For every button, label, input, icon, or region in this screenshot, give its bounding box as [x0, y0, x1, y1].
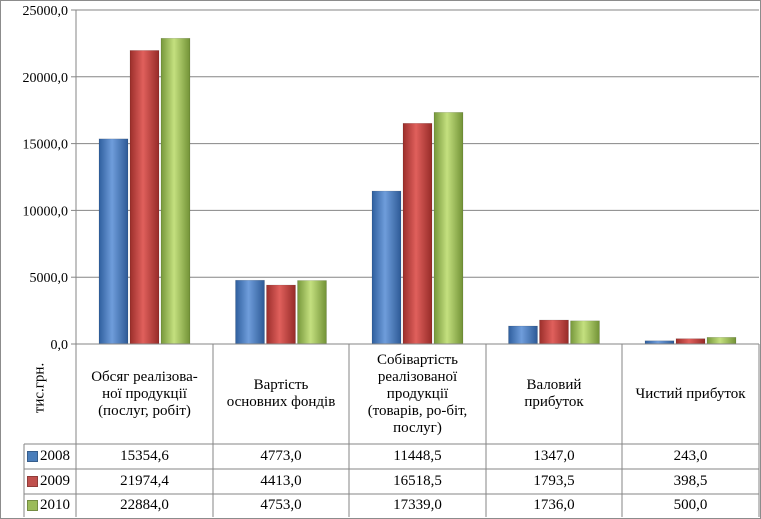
category-label-line: Собівартість: [377, 351, 458, 368]
bar-2008-cat-2: [371, 190, 402, 345]
category-label-line: основних фондів: [226, 394, 336, 410]
category-label-line: прибуток: [524, 394, 584, 410]
category-label-text: Собівартість реалізованої продукції (товарі…: [368, 352, 468, 437]
bar-2009-cat-0: [129, 50, 160, 345]
category-label-line: (послуг, робіт): [98, 402, 191, 419]
legend-label: 2010: [40, 497, 70, 513]
category-label-line: реалізованої: [377, 368, 458, 385]
y-tick-label: 20000,0: [23, 71, 69, 86]
category-label-line: продукції: [386, 385, 449, 402]
y-tick-label: 5000,0: [30, 271, 69, 286]
legend-key-2009: 2009: [27, 469, 70, 494]
data-label: 4753,0: [260, 497, 302, 513]
y-tick-label: 15000,0: [23, 138, 69, 153]
legend-label: 2008: [40, 448, 70, 464]
data-label: 1347,0: [533, 448, 575, 464]
legend-key-2010: 2010: [27, 494, 70, 517]
category-label-line: Чистий прибуток: [635, 385, 746, 402]
category-label-line: Валовий: [526, 377, 582, 393]
legend-swatch: [27, 476, 38, 487]
bar-2009-cat-3: [539, 319, 569, 345]
category-label-text: Чистий прибуток: [635, 386, 745, 403]
category-label: Вартість основних фондів: [213, 344, 349, 444]
data-label: 21974,4: [120, 473, 169, 489]
category-label: Собівартість реалізованої продукції (товарі…: [349, 344, 486, 444]
category-label-line: (товарів, ро-біт,: [367, 402, 468, 419]
bar-2010-cat-3: [570, 320, 600, 345]
data-label: 22884,0: [120, 497, 169, 513]
legend-label: 2009: [40, 473, 70, 489]
data-label: 16518,5: [393, 473, 442, 489]
bar-2010-cat-0: [160, 37, 191, 345]
category-label: Валовий прибуток: [486, 344, 622, 444]
data-label: 243,0: [673, 448, 708, 464]
bar-2009-cat-2: [402, 123, 433, 345]
category-label-line: Вартість: [253, 377, 309, 393]
data-label: 1793,5: [533, 473, 575, 489]
data-label: 1736,0: [533, 497, 575, 513]
bar-2008-cat-3: [508, 325, 538, 345]
data-label: 4413,0: [260, 473, 302, 489]
data-label: 398,5: [673, 473, 708, 489]
category-label-text: Валовий прибуток: [524, 377, 583, 411]
data-label: 15354,6: [120, 448, 169, 464]
category-label-text: Вартість основних фондів: [227, 377, 336, 411]
category-label: Обсяг реалізова-ної продукції (послуг, ро…: [76, 344, 213, 444]
bar-2009-cat-1: [266, 284, 296, 345]
legend-key-2008: 2008: [27, 444, 70, 469]
y-tick-label: 0,0: [51, 338, 69, 353]
data-label: 4773,0: [260, 448, 302, 464]
bar-2010-cat-2: [433, 112, 464, 345]
category-label-line: ної продукції: [102, 385, 187, 402]
y-tick-label: 10000,0: [23, 204, 69, 219]
bar-2008-cat-1: [235, 279, 265, 345]
bar-2008-cat-0: [98, 138, 129, 345]
unit-label: тис.грн.: [31, 362, 48, 414]
category-label: Чистий прибуток: [622, 344, 759, 444]
bar-2010-cat-1: [297, 280, 327, 345]
data-label: 11448,5: [393, 448, 442, 464]
data-label: 17339,0: [393, 497, 442, 513]
bar-2010-cat-4: [706, 337, 737, 345]
data-label: 500,0: [673, 497, 708, 513]
legend-swatch: [27, 451, 38, 462]
category-label-line: Обсяг реалізова-: [91, 368, 198, 385]
category-label-line: послуг): [393, 419, 442, 436]
y-tick-label: 25000,0: [23, 4, 69, 19]
category-label-text: Обсяг реалізова-ної продукції (послуг, ро…: [91, 369, 198, 420]
legend-swatch: [27, 500, 38, 511]
